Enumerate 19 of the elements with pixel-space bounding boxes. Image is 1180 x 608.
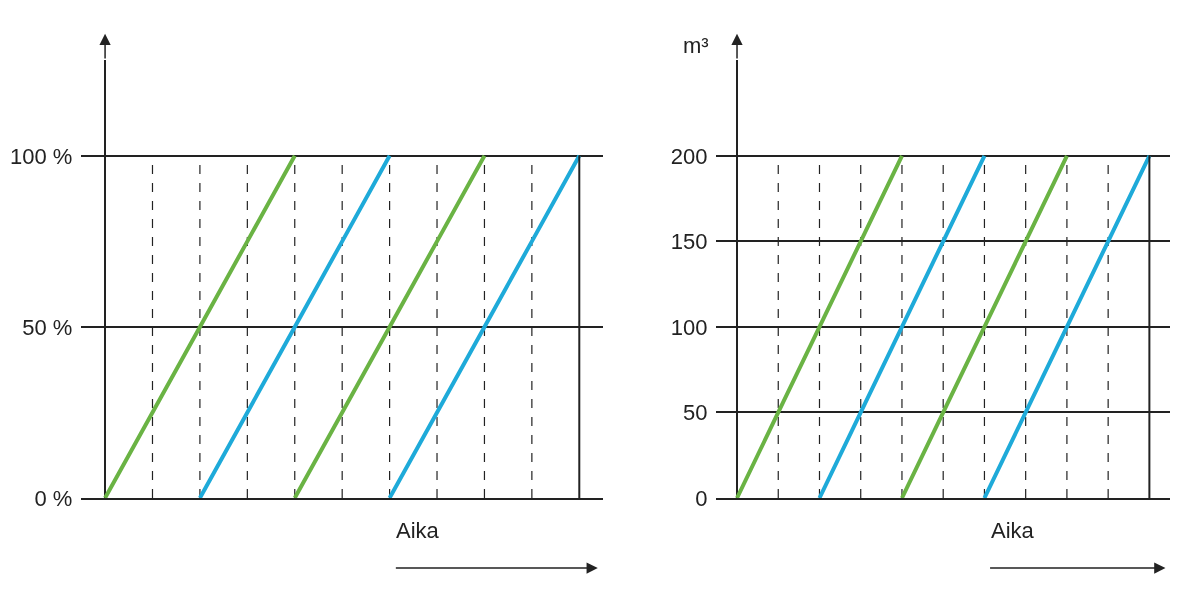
y-tick-label: 150	[670, 229, 708, 255]
y-tick-label: 0 %	[34, 485, 73, 511]
line-series	[103, 153, 297, 498]
line-series	[817, 153, 987, 498]
y-tick-label: 50	[682, 400, 708, 426]
line-series	[292, 153, 487, 498]
y-tick-label: 100	[670, 314, 708, 340]
line-series	[982, 153, 1152, 498]
y-tick-label: 200	[670, 143, 708, 169]
y-tick-label: 100 %	[9, 143, 73, 169]
y-tick-label: 0	[695, 485, 708, 511]
y-axis-title: m³	[683, 33, 709, 58]
line-series	[735, 153, 904, 498]
x-axis-title: Aika	[991, 518, 1035, 543]
line-series	[899, 153, 1069, 498]
x-axis-title: Aika	[396, 518, 440, 543]
line-series	[387, 153, 582, 498]
line-series	[197, 153, 392, 498]
y-tick-label: 50 %	[22, 314, 73, 340]
